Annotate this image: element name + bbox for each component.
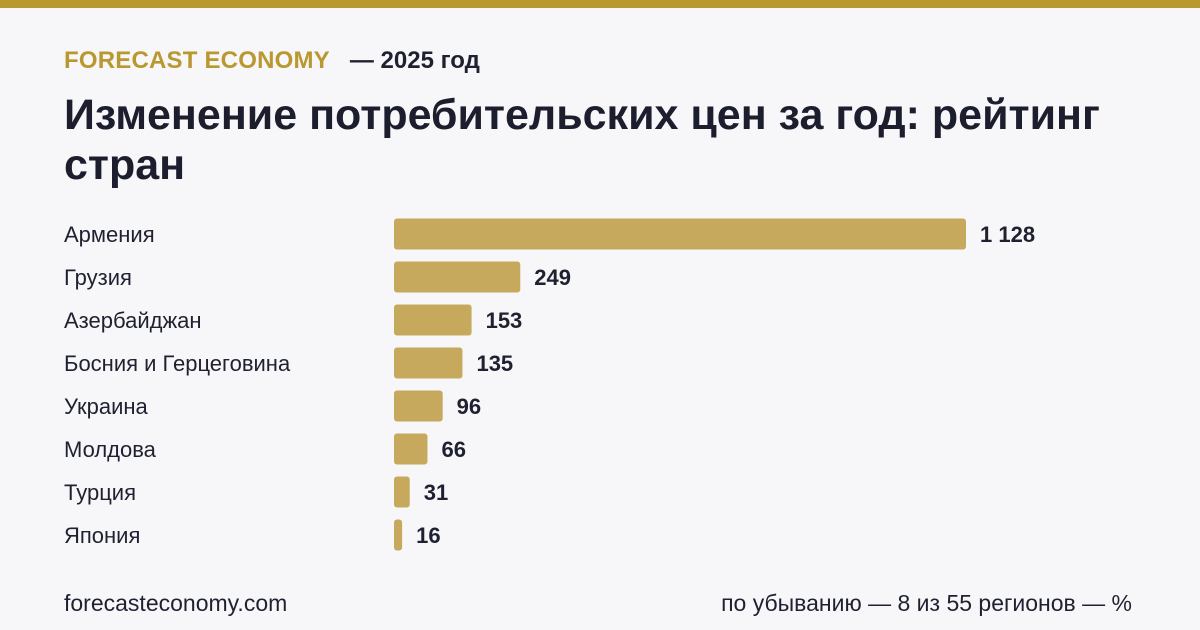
bar [394,390,443,422]
category-label: Грузия [64,265,132,290]
bar [394,347,463,379]
category-label: Япония [64,523,140,548]
bar [394,218,966,250]
bar [394,433,428,465]
category-label: Босния и Герцеговина [64,351,291,376]
bar-chart: Армения 1 128 Грузия 249 Азербайджан 153 Босни… [64,218,1035,551]
category-label: Армения [64,222,155,247]
value-label: 31 [424,480,448,505]
value-label: 16 [416,523,440,548]
value-label: 66 [441,437,465,462]
category-label: Турция [64,480,136,505]
source-link[interactable]: forecasteconomy.com [64,590,288,616]
brand-name: FORECAST ECONOMY [64,47,330,74]
bar [394,261,521,293]
bar [394,304,472,336]
page-title: Изменение потребительских цен за год: ре… [64,91,1100,189]
value-label: 135 [476,351,513,376]
period-label: — 2025 год [349,47,480,74]
bar [394,519,403,551]
top-accent-stripe [0,0,1200,8]
category-label: Украина [64,394,149,419]
value-label: 1 128 [980,222,1035,247]
value-label: 153 [486,308,523,333]
category-label: Азербайджан [64,308,202,333]
value-label: 249 [534,265,571,290]
value-label: 96 [457,394,481,419]
kicker: FORECAST ECONOMY — 2025 год [64,46,480,76]
bar [394,476,410,508]
chart-note: по убыванию — 8 из 55 регионов — % [721,590,1132,616]
category-label: Молдова [64,437,157,462]
